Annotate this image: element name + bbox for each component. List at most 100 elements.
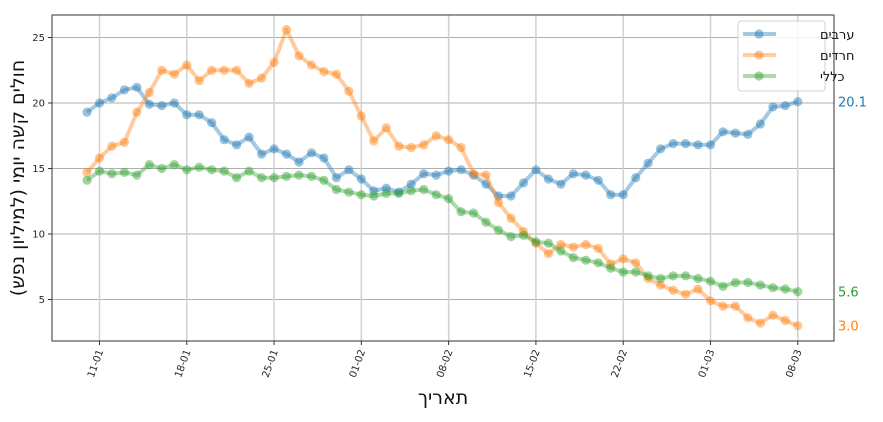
data-point <box>780 284 790 294</box>
data-point <box>294 51 304 61</box>
data-point <box>643 273 653 284</box>
data-point <box>331 69 341 79</box>
data-point <box>693 284 703 294</box>
data-point <box>119 137 129 147</box>
y-tick-label: 10 <box>32 230 45 241</box>
data-point <box>394 141 404 151</box>
data-point <box>157 163 167 174</box>
data-point <box>518 230 529 240</box>
data-point <box>344 86 354 96</box>
data-point <box>556 246 566 256</box>
data-point <box>94 98 105 108</box>
data-point <box>606 190 616 200</box>
data-point <box>481 170 491 180</box>
data-point <box>306 148 317 158</box>
data-point <box>568 242 578 252</box>
data-point <box>306 171 317 181</box>
data-point <box>456 165 466 175</box>
x-tick-label: 01-02 <box>348 348 368 379</box>
data-point <box>132 170 142 180</box>
legend-marker <box>754 71 764 81</box>
data-point <box>531 237 541 247</box>
data-point <box>518 226 529 236</box>
data-point <box>506 232 516 242</box>
data-point <box>406 186 416 196</box>
data-point <box>419 169 429 179</box>
data-point <box>207 118 217 128</box>
data-point <box>531 238 541 248</box>
data-point <box>269 144 279 154</box>
data-point <box>344 187 354 197</box>
data-point <box>568 253 578 263</box>
data-point <box>780 101 790 111</box>
data-point <box>132 82 142 92</box>
data-point <box>381 188 391 198</box>
data-point <box>119 167 129 177</box>
legend-marker <box>754 50 764 60</box>
data-point <box>730 277 741 288</box>
data-point <box>319 175 329 185</box>
data-point <box>705 276 716 286</box>
x-tick-label: 22-02 <box>610 348 630 379</box>
data-point <box>493 191 504 201</box>
data-point <box>294 157 304 167</box>
data-point <box>281 171 292 181</box>
data-point <box>755 119 766 129</box>
data-point <box>281 25 292 35</box>
data-point <box>107 141 117 151</box>
legend-box <box>737 20 826 92</box>
data-point <box>244 132 254 142</box>
data-point <box>431 131 441 141</box>
data-point <box>182 165 192 175</box>
data-point <box>593 258 603 268</box>
plot-frame <box>51 14 835 342</box>
data-point <box>718 127 728 137</box>
data-point <box>381 123 391 133</box>
data-point <box>144 87 154 98</box>
data-point <box>469 170 479 180</box>
data-point <box>743 129 753 139</box>
data-point <box>631 173 641 183</box>
data-point <box>431 170 441 180</box>
y-tick-label: 20 <box>32 99 45 110</box>
data-point <box>618 267 628 277</box>
data-point <box>768 310 778 320</box>
x-axis-title: תאריך <box>418 387 468 409</box>
data-point <box>581 255 591 265</box>
data-point <box>194 162 204 172</box>
data-point <box>743 277 753 288</box>
data-point <box>444 135 454 145</box>
data-point <box>257 73 267 83</box>
data-point <box>257 173 267 183</box>
data-point <box>406 179 416 189</box>
data-point <box>381 183 391 193</box>
data-point <box>419 184 429 195</box>
data-point <box>356 190 366 200</box>
data-point <box>693 273 703 284</box>
data-point <box>780 315 790 326</box>
data-point <box>207 165 217 175</box>
data-point <box>419 140 429 150</box>
data-point <box>681 271 691 281</box>
data-point <box>606 263 616 273</box>
data-point <box>232 140 242 150</box>
data-point <box>643 271 653 281</box>
data-point <box>331 173 341 183</box>
y-tick-label: 15 <box>32 164 45 175</box>
data-point <box>543 238 554 248</box>
series-arabs <box>82 82 803 201</box>
series-line <box>85 85 799 198</box>
data-point <box>356 111 366 121</box>
data-point <box>481 217 491 227</box>
data-point <box>394 188 404 198</box>
x-tick-label: 15-02 <box>522 348 542 379</box>
data-point <box>444 166 454 176</box>
data-point <box>643 158 653 168</box>
data-point <box>469 169 479 179</box>
data-point <box>681 289 691 299</box>
x-tick-label: 08-03 <box>784 348 804 379</box>
data-point <box>269 173 279 183</box>
data-point <box>306 60 317 70</box>
data-point <box>681 139 691 149</box>
